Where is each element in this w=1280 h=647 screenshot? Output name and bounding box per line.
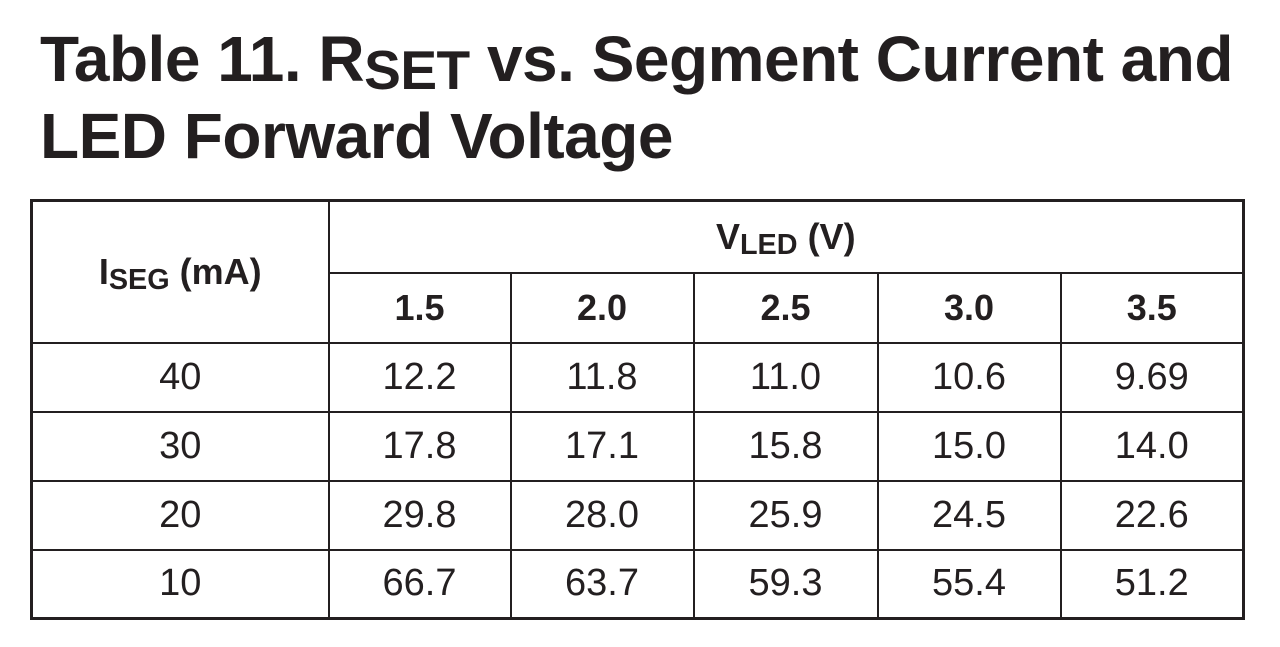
vled-column-header: 2.0: [509, 271, 695, 344]
vled-group-header: VLED (V): [327, 199, 1245, 274]
rset-cell: 51.2: [1059, 548, 1245, 620]
rset-cell: 59.3: [692, 548, 879, 620]
table-row: 40 12.2 11.8 11.0 10.6 9.69: [30, 341, 1245, 413]
rset-cell: 12.2: [327, 341, 512, 413]
table-row: 10 66.7 63.7 59.3 55.4 51.2: [30, 548, 1245, 620]
iseg-cell: 20: [30, 479, 330, 551]
title-line-1: Table 11. RSET vs. Segment Current and: [40, 23, 1233, 101]
rset-table: ISEG (mA) VLED (V) 1.5 2.0 2.5 3.0 3.5 4…: [30, 199, 1246, 620]
rset-cell: 15.8: [692, 410, 879, 482]
vled-column-header: 1.5: [327, 271, 512, 344]
rset-cell: 10.6: [876, 341, 1062, 413]
rset-cell: 22.6: [1059, 479, 1245, 551]
title-line-2: LED Forward Voltage: [40, 100, 673, 172]
table-row: 20 29.8 28.0 25.9 24.5 22.6: [30, 479, 1245, 551]
rset-cell: 17.1: [509, 410, 695, 482]
iseg-cell: 10: [30, 548, 330, 620]
iseg-column-header: ISEG (mA): [30, 199, 330, 344]
rset-cell: 29.8: [327, 479, 512, 551]
rset-cell: 11.0: [692, 341, 879, 413]
table-title: Table 11. RSET vs. Segment Current and L…: [40, 22, 1260, 173]
vled-column-header: 3.0: [876, 271, 1062, 344]
rset-cell: 24.5: [876, 479, 1062, 551]
rset-cell: 25.9: [692, 479, 879, 551]
rset-cell: 9.69: [1059, 341, 1245, 413]
table-row: 30 17.8 17.1 15.8 15.0 14.0: [30, 410, 1245, 482]
vled-column-header: 3.5: [1059, 271, 1245, 344]
vled-column-header: 2.5: [692, 271, 879, 344]
iseg-cell: 40: [30, 341, 330, 413]
rset-cell: 63.7: [509, 548, 695, 620]
rset-cell: 17.8: [327, 410, 512, 482]
rset-cell: 14.0: [1059, 410, 1245, 482]
rset-cell: 15.0: [876, 410, 1062, 482]
rset-cell: 11.8: [509, 341, 695, 413]
rset-cell: 28.0: [509, 479, 695, 551]
rset-cell: 55.4: [876, 548, 1062, 620]
rset-cell: 66.7: [327, 548, 512, 620]
iseg-cell: 30: [30, 410, 330, 482]
